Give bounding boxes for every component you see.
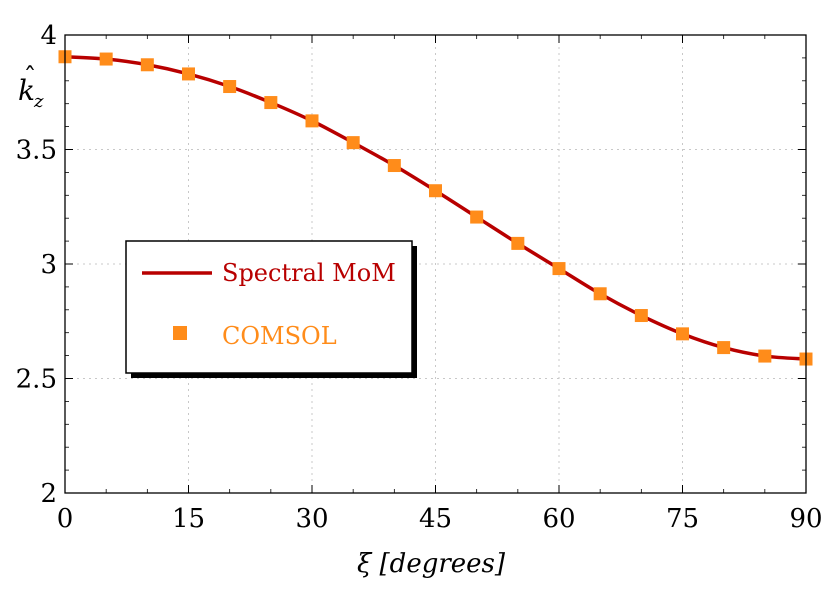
x-tick-label: 60: [542, 504, 575, 534]
comsol-marker: [552, 262, 566, 276]
y-tick-label: 3: [40, 250, 57, 280]
legend-label-comsol: COMSOL: [222, 322, 337, 350]
comsol-marker: [305, 114, 319, 128]
comsol-marker: [264, 96, 278, 110]
comsol-marker: [676, 327, 689, 341]
comsol-marker: [387, 159, 401, 173]
comsol-marker: [140, 58, 154, 72]
x-tick-label: 15: [172, 504, 205, 534]
y-tick-labels: 2 2.5 3 3.5 4: [16, 21, 57, 509]
y-tick-label: 4: [40, 21, 57, 51]
legend-box: [125, 240, 413, 374]
legend: Spectral MoM COMSOL: [125, 240, 417, 378]
comsol-marker: [182, 67, 195, 81]
y-axis-label-sub: z: [33, 91, 44, 112]
comsol-marker: [223, 80, 237, 94]
comsol-marker: [634, 309, 648, 323]
legend-label-spectral-mom: Spectral MoM: [222, 259, 396, 287]
comsol-marker: [593, 287, 607, 301]
x-tick-label: 75: [666, 504, 699, 534]
comsol-marker: [99, 52, 113, 66]
comsol-marker: [717, 341, 731, 355]
y-tick-label: 2.5: [16, 365, 57, 395]
y-axis-label-hat: ˆ: [24, 63, 37, 93]
x-tick-label: 90: [789, 504, 822, 534]
comsol-marker: [346, 136, 360, 150]
x-tick-label: 30: [295, 504, 328, 534]
comsol-marker: [511, 236, 525, 250]
x-tick-labels: 0 15 30 45 60 75 90: [57, 504, 823, 534]
y-axis-label-base: k: [18, 74, 35, 107]
x-tick-label: 45: [419, 504, 452, 534]
series-layer: [58, 50, 813, 366]
x-tick-label: 0: [57, 504, 74, 534]
y-tick-label: 2: [40, 479, 57, 509]
x-axis-label: ξ [degrees]: [357, 549, 506, 579]
y-tick-label: 3.5: [16, 136, 57, 166]
comsol-marker: [470, 210, 484, 224]
comsol-marker: [429, 184, 442, 198]
plot-frame: [64, 34, 807, 494]
legend-marker-swatch: [173, 326, 187, 340]
comsol-marker: [758, 349, 772, 363]
y-axis-label: ˆ k z: [18, 63, 44, 112]
